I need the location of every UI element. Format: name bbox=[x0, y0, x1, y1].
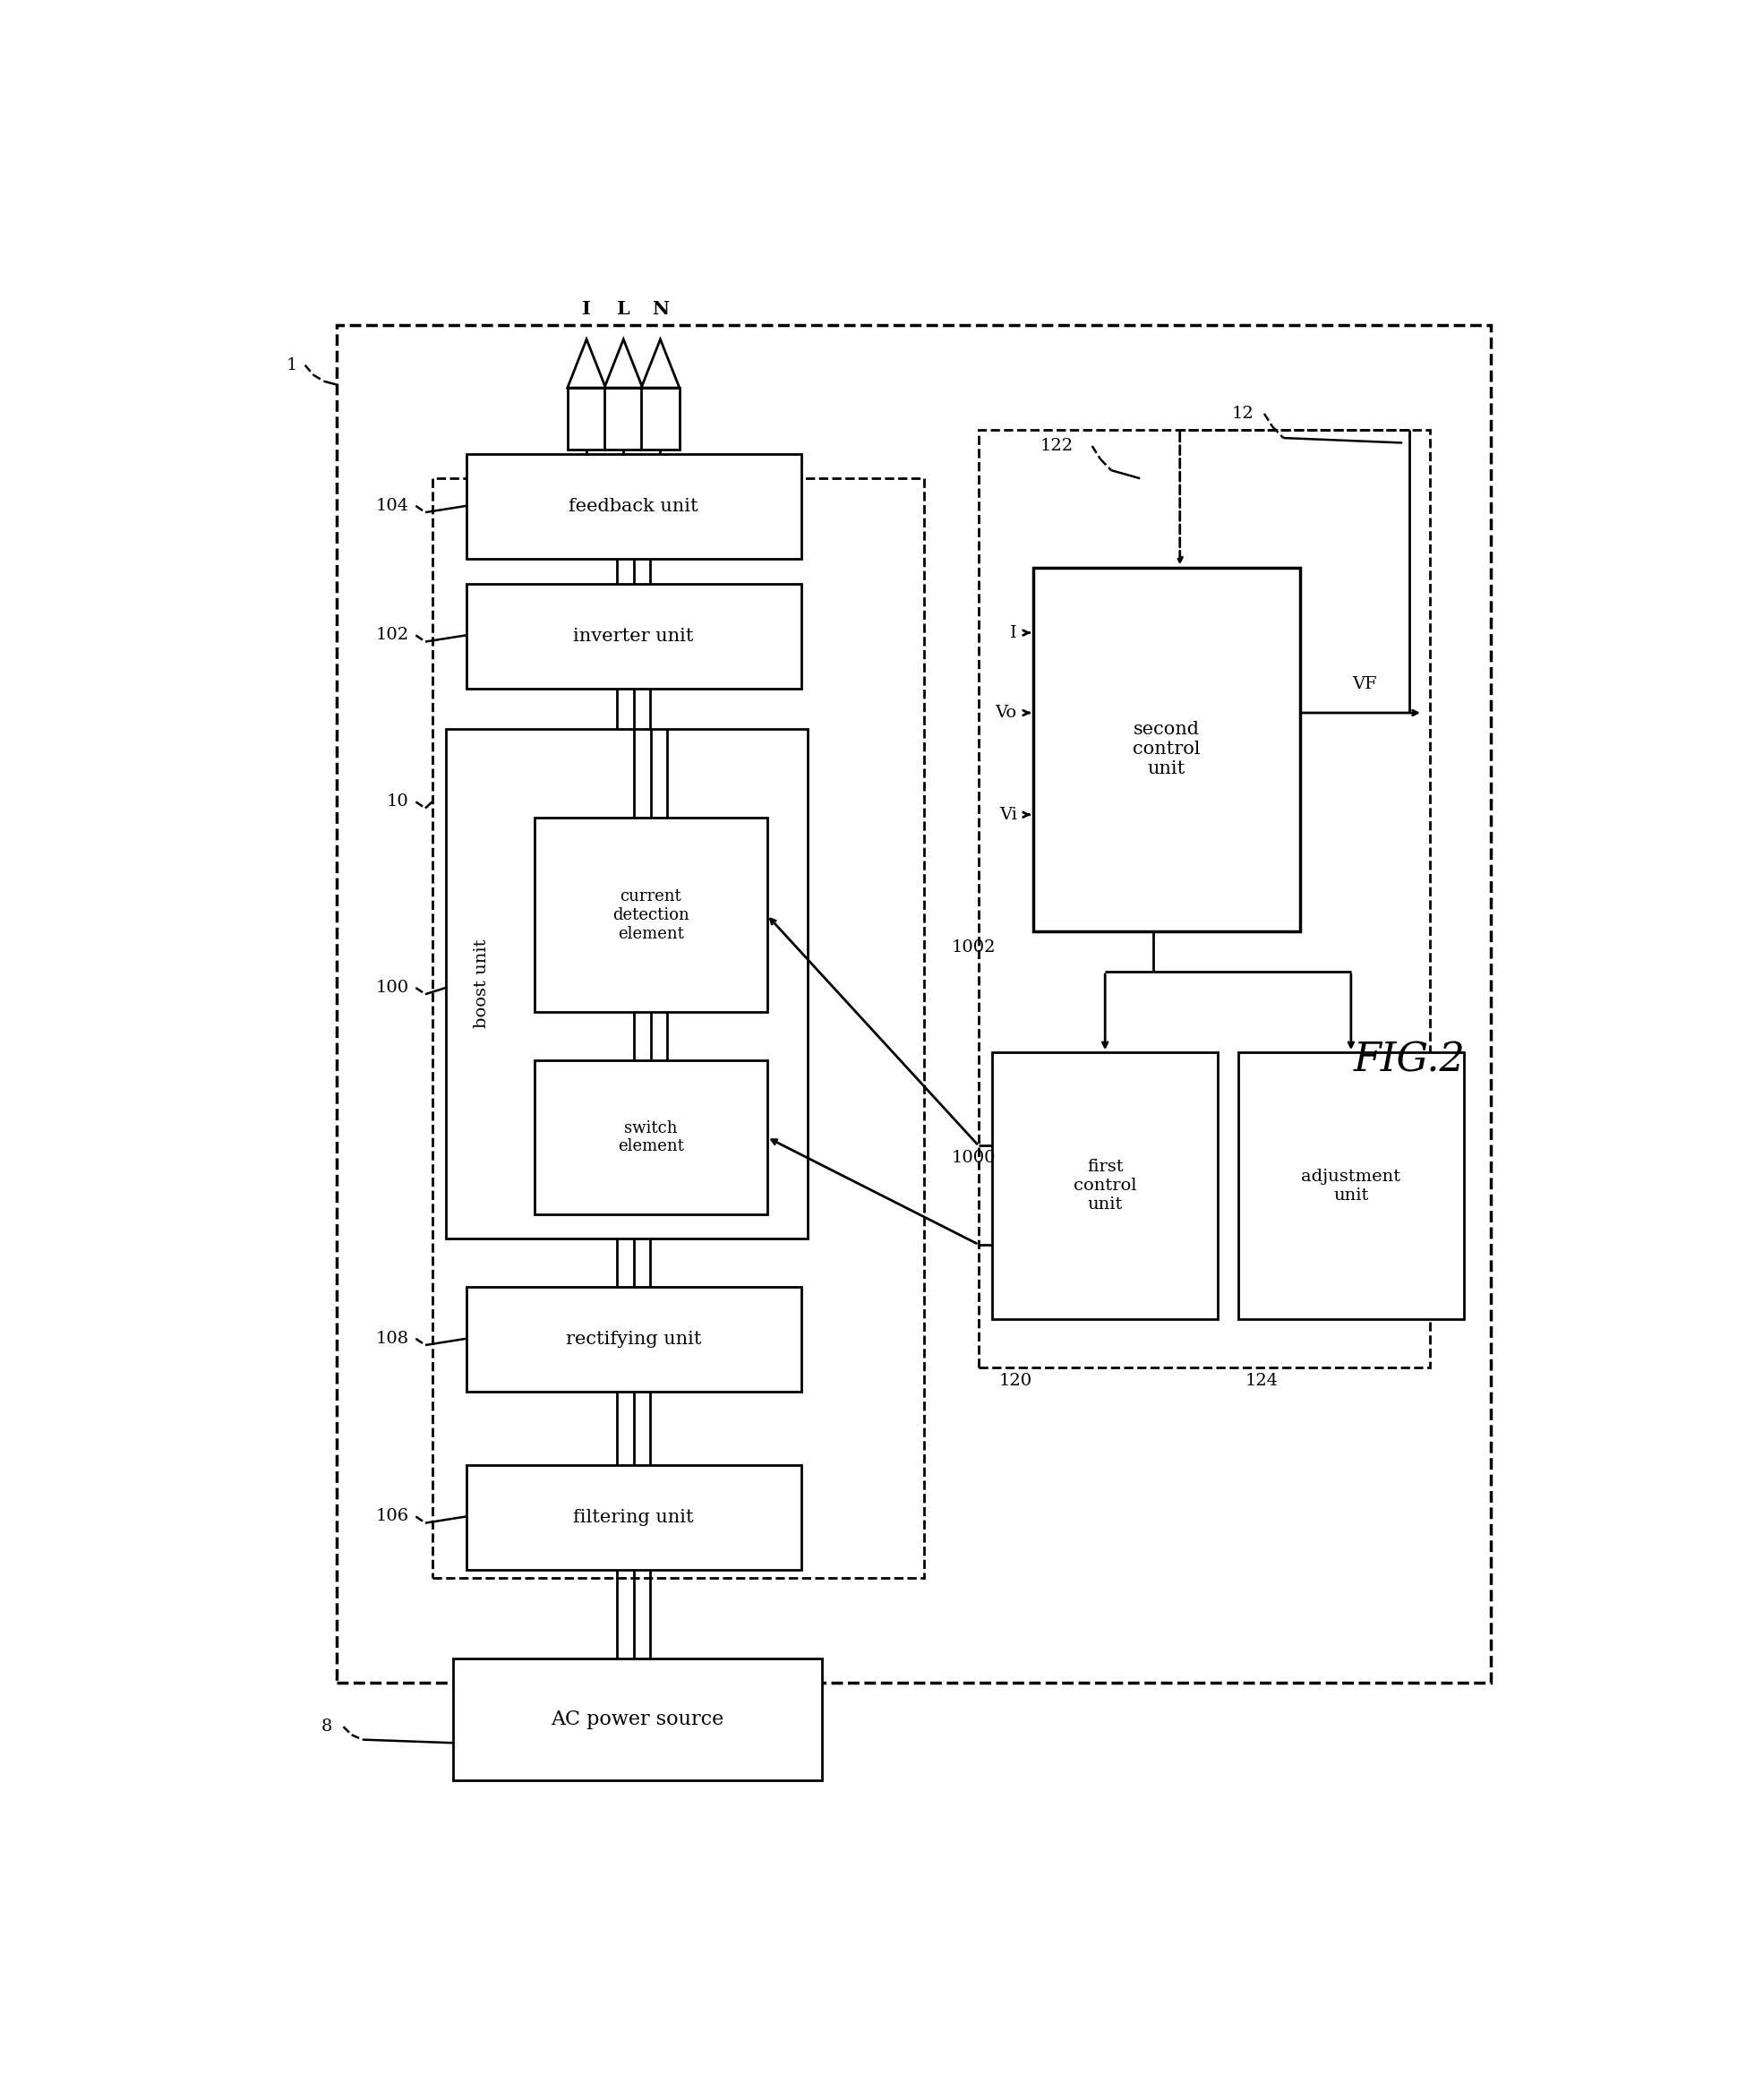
Text: rectifying unit: rectifying unit bbox=[566, 1331, 702, 1348]
Text: 108: 108 bbox=[376, 1331, 409, 1346]
Text: 10: 10 bbox=[386, 794, 409, 811]
Text: 106: 106 bbox=[376, 1508, 409, 1525]
Text: boost unit: boost unit bbox=[472, 939, 490, 1029]
Text: 1: 1 bbox=[286, 357, 296, 374]
Text: 122: 122 bbox=[1040, 439, 1074, 454]
Polygon shape bbox=[605, 340, 642, 388]
Text: I: I bbox=[582, 300, 591, 319]
Text: 1000: 1000 bbox=[952, 1149, 996, 1166]
Polygon shape bbox=[534, 1060, 767, 1214]
Text: Vi: Vi bbox=[1000, 806, 1017, 823]
Polygon shape bbox=[432, 479, 924, 1577]
Polygon shape bbox=[465, 1466, 800, 1571]
Text: adjustment
unit: adjustment unit bbox=[1301, 1168, 1402, 1203]
Text: 12: 12 bbox=[1231, 405, 1253, 422]
Text: L: L bbox=[617, 300, 629, 319]
Text: VF: VF bbox=[1352, 676, 1377, 691]
Text: switch
element: switch element bbox=[617, 1119, 684, 1155]
Text: FIG.2: FIG.2 bbox=[1354, 1042, 1465, 1079]
Text: first
control
unit: first control unit bbox=[1074, 1159, 1137, 1212]
Polygon shape bbox=[337, 326, 1491, 1682]
Polygon shape bbox=[446, 729, 807, 1239]
Text: N: N bbox=[652, 300, 668, 319]
Text: 100: 100 bbox=[376, 981, 409, 995]
Text: 104: 104 bbox=[376, 498, 409, 514]
Text: AC power source: AC power source bbox=[550, 1709, 723, 1728]
Polygon shape bbox=[568, 340, 606, 388]
Polygon shape bbox=[568, 388, 606, 449]
Polygon shape bbox=[465, 454, 800, 559]
Polygon shape bbox=[605, 388, 642, 449]
Text: feedback unit: feedback unit bbox=[569, 498, 698, 514]
Text: filtering unit: filtering unit bbox=[573, 1508, 695, 1527]
Text: inverter unit: inverter unit bbox=[573, 628, 695, 645]
Text: second
control
unit: second control unit bbox=[1134, 720, 1201, 777]
Text: Vo: Vo bbox=[996, 706, 1017, 720]
Text: 1002: 1002 bbox=[952, 939, 996, 956]
Polygon shape bbox=[534, 819, 767, 1012]
Polygon shape bbox=[453, 1659, 822, 1781]
Polygon shape bbox=[465, 1287, 800, 1392]
Polygon shape bbox=[465, 584, 800, 689]
Polygon shape bbox=[993, 1052, 1218, 1319]
Text: 120: 120 bbox=[1000, 1373, 1033, 1388]
Polygon shape bbox=[978, 430, 1430, 1367]
Polygon shape bbox=[1033, 567, 1299, 930]
Text: I: I bbox=[1010, 624, 1017, 640]
Text: 124: 124 bbox=[1245, 1373, 1278, 1388]
Text: current
detection
element: current detection element bbox=[612, 888, 689, 941]
Text: 8: 8 bbox=[321, 1718, 333, 1735]
Polygon shape bbox=[642, 340, 679, 388]
Polygon shape bbox=[642, 388, 679, 449]
Polygon shape bbox=[1238, 1052, 1463, 1319]
Text: 102: 102 bbox=[376, 628, 409, 643]
